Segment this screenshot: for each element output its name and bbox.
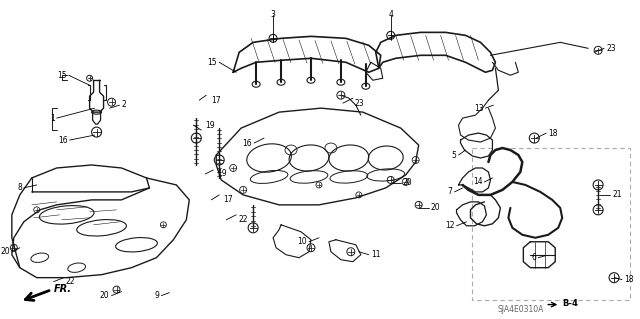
Text: 18: 18 [548, 129, 558, 137]
Text: 19: 19 [205, 121, 215, 130]
Text: 21: 21 [612, 190, 621, 199]
Text: 22: 22 [238, 215, 248, 224]
Text: 23: 23 [355, 99, 364, 108]
Text: 19: 19 [217, 169, 227, 178]
Text: 18: 18 [624, 275, 634, 284]
Text: 4: 4 [388, 10, 393, 19]
Text: FR.: FR. [54, 284, 72, 293]
Text: 22: 22 [66, 277, 75, 286]
Text: 16: 16 [243, 138, 252, 148]
Text: 15: 15 [207, 58, 217, 67]
Text: 20: 20 [0, 247, 10, 256]
Text: 10: 10 [298, 237, 307, 246]
Text: 17: 17 [211, 96, 221, 105]
Text: 13: 13 [474, 104, 483, 113]
Text: 17: 17 [223, 195, 233, 204]
Bar [472, 148, 630, 300]
Text: 14: 14 [473, 177, 483, 186]
Text: 3: 3 [271, 10, 275, 19]
Text: 20: 20 [100, 291, 109, 300]
Text: 12: 12 [445, 221, 454, 230]
Text: 8: 8 [17, 183, 22, 192]
Text: 2: 2 [122, 100, 126, 109]
Text: 1: 1 [50, 114, 54, 122]
Text: 5: 5 [452, 151, 456, 160]
Text: 16: 16 [58, 136, 68, 145]
Text: 9: 9 [154, 291, 159, 300]
Text: 20: 20 [431, 203, 440, 212]
Text: 15: 15 [57, 71, 67, 80]
Text: SJA4E0310A: SJA4E0310A [497, 305, 543, 314]
Text: 20: 20 [403, 178, 412, 188]
Text: 11: 11 [371, 250, 380, 259]
Text: 6: 6 [531, 253, 536, 262]
Text: 23: 23 [606, 44, 616, 53]
Text: 7: 7 [447, 187, 452, 197]
Text: B-4: B-4 [562, 299, 578, 308]
